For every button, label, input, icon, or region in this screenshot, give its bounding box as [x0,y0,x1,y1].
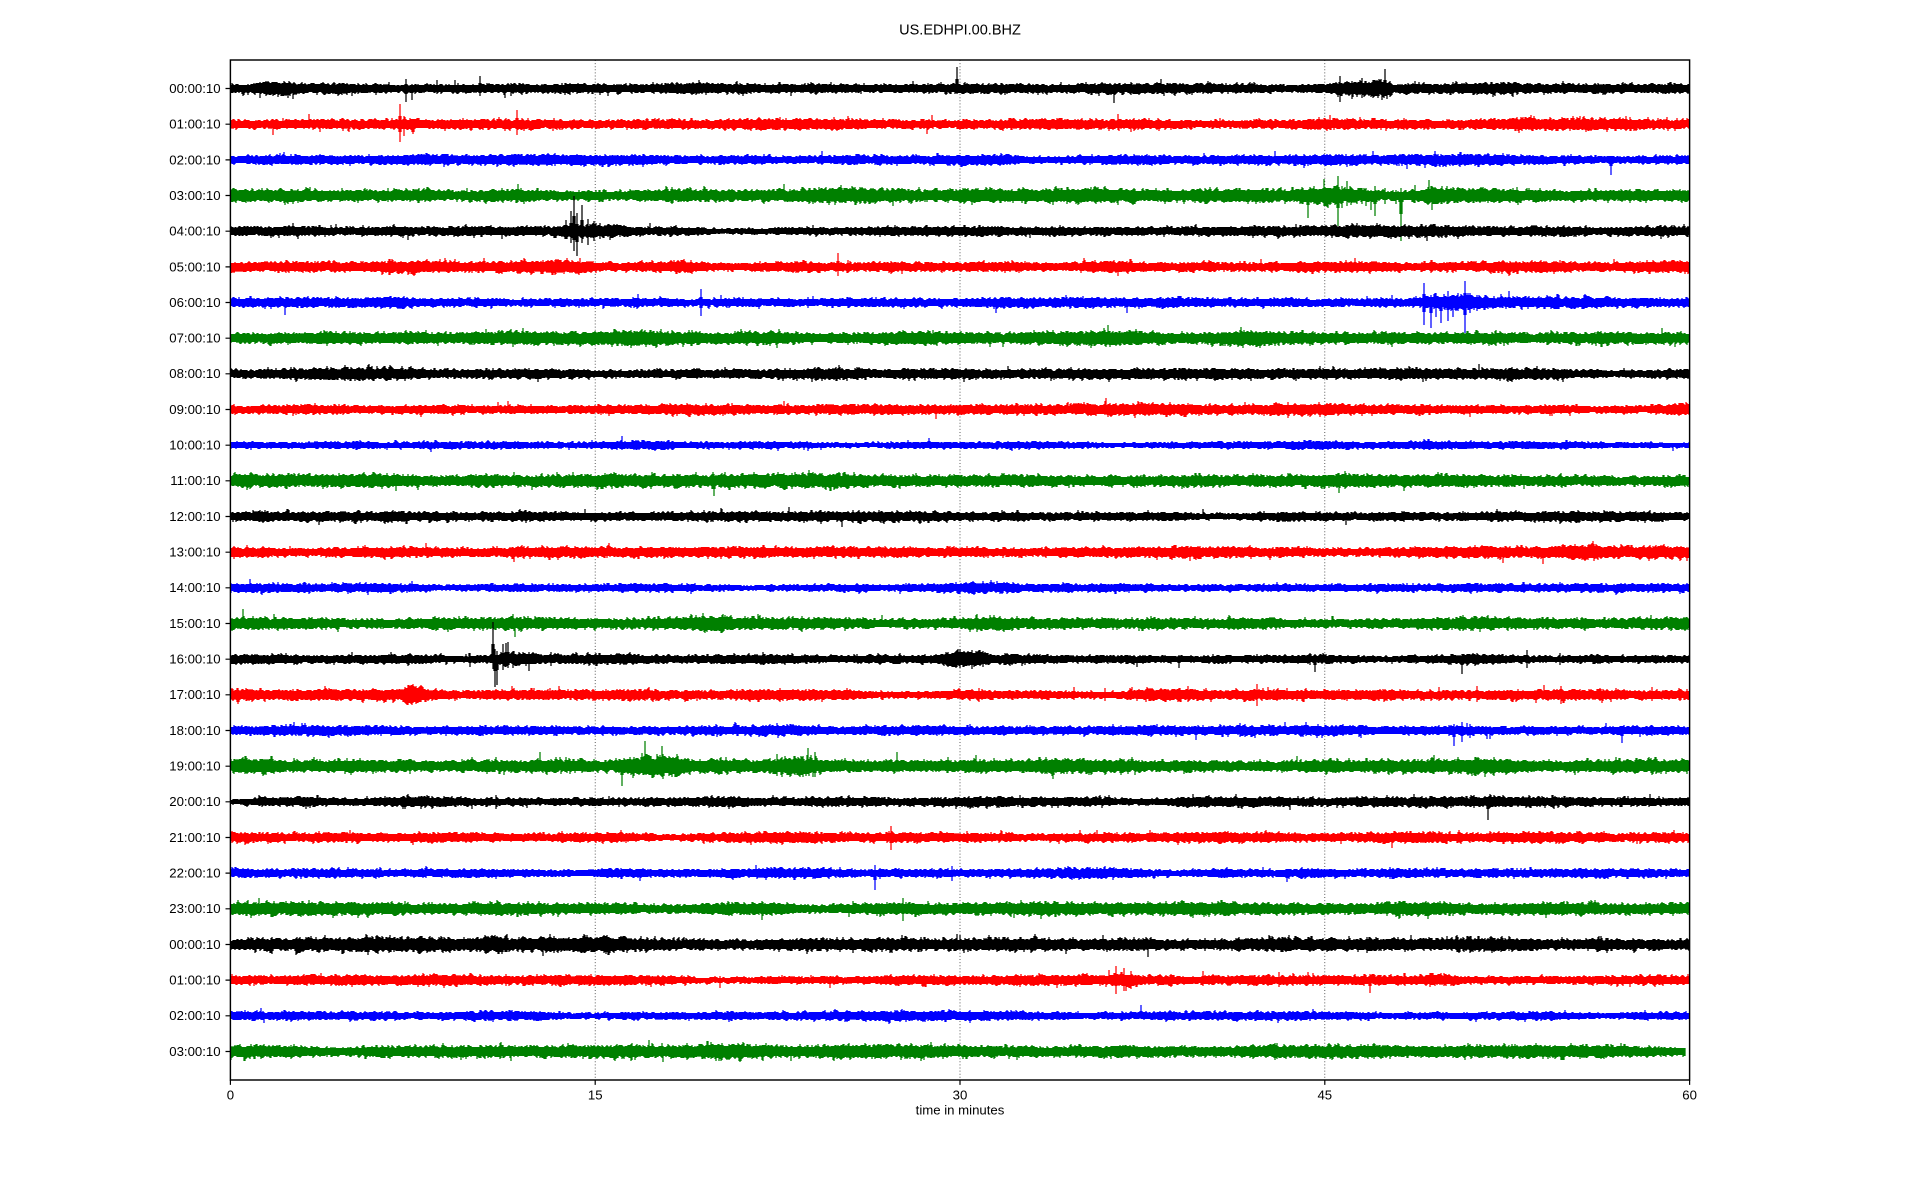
svg-text:12:00:10: 12:00:10 [169,509,220,524]
svg-text:00:00:10: 00:00:10 [169,81,220,96]
svg-text:18:00:10: 18:00:10 [169,723,220,738]
svg-text:06:00:10: 06:00:10 [169,295,220,310]
svg-text:09:00:10: 09:00:10 [169,402,220,417]
svg-text:05:00:10: 05:00:10 [169,259,220,274]
svg-text:00:00:10: 00:00:10 [169,937,220,952]
svg-text:14:00:10: 14:00:10 [169,580,220,595]
svg-text:23:00:10: 23:00:10 [169,901,220,916]
svg-text:0: 0 [227,1088,234,1103]
svg-text:17:00:10: 17:00:10 [169,687,220,702]
svg-text:11:00:10: 11:00:10 [170,473,220,488]
svg-text:20:00:10: 20:00:10 [169,794,220,809]
svg-text:15:00:10: 15:00:10 [169,616,220,631]
svg-text:US.EDHPI.00.BHZ: US.EDHPI.00.BHZ [899,22,1021,38]
svg-text:19:00:10: 19:00:10 [169,759,220,774]
svg-text:16:00:10: 16:00:10 [169,652,220,667]
svg-text:01:00:10: 01:00:10 [169,973,220,988]
svg-text:01:00:10: 01:00:10 [169,117,220,132]
svg-text:60: 60 [1682,1088,1697,1103]
svg-text:21:00:10: 21:00:10 [169,830,220,845]
svg-text:02:00:10: 02:00:10 [169,1008,220,1023]
svg-text:22:00:10: 22:00:10 [169,866,220,881]
svg-text:08:00:10: 08:00:10 [169,366,220,381]
svg-text:15: 15 [588,1088,603,1103]
svg-text:04:00:10: 04:00:10 [169,224,220,239]
svg-text:07:00:10: 07:00:10 [169,331,220,346]
svg-text:45: 45 [1317,1088,1332,1103]
svg-text:10:00:10: 10:00:10 [169,438,220,453]
svg-text:02:00:10: 02:00:10 [169,152,220,167]
svg-text:time in minutes: time in minutes [916,1103,1005,1118]
svg-text:13:00:10: 13:00:10 [169,545,220,560]
svg-text:03:00:10: 03:00:10 [169,1044,220,1059]
svg-text:30: 30 [953,1088,968,1103]
svg-text:03:00:10: 03:00:10 [169,188,220,203]
